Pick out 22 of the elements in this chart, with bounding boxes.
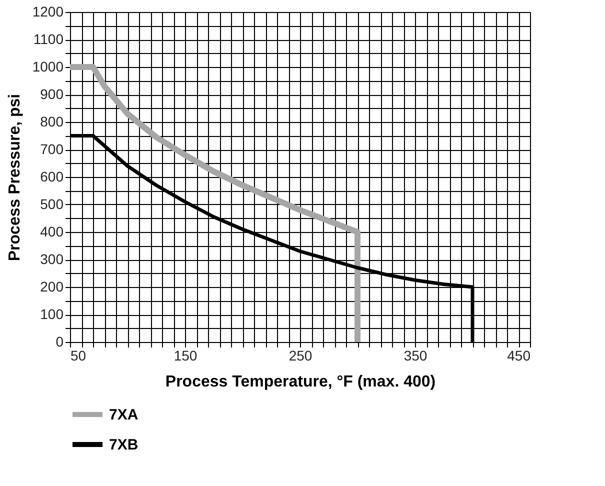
legend-label: 7XB [109,436,138,454]
y-tick-label: 500 [40,196,64,212]
y-tick-label: 700 [40,141,64,157]
x-tick-label: 450 [507,348,531,364]
y-tick-label: 800 [40,114,64,130]
x-axis-title: Process Temperature, °F (max. 400) [165,374,436,390]
legend-label: 7XA [109,406,138,424]
y-axis-title: Process Pressure, psi [6,94,24,262]
y-tick-label: 0 [56,334,64,350]
y-tick-label: 900 [40,86,64,102]
x-tick-label: 350 [404,348,428,364]
y-tick-label: 1000 [32,58,64,74]
y-tick-label: 100 [40,306,64,322]
y-tick-label: 200 [40,278,64,294]
y-tick-label: 600 [40,168,64,184]
x-tick-label: 50 [70,348,86,364]
y-tick-label: 400 [40,224,64,240]
x-tick-label: 150 [174,348,198,364]
y-tick-label: 1100 [33,31,64,47]
y-tick-label: 300 [40,251,64,267]
x-tick-label: 250 [288,348,312,364]
y-tick-label: 1200 [32,4,64,20]
